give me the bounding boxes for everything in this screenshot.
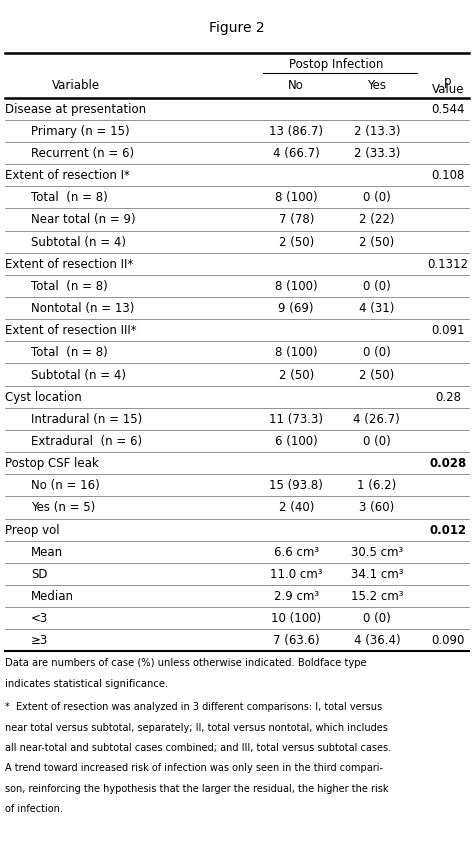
- Text: Disease at presentation: Disease at presentation: [5, 103, 146, 115]
- Text: Extent of resection II*: Extent of resection II*: [5, 258, 133, 271]
- Text: 11.0 cm³: 11.0 cm³: [270, 568, 322, 581]
- Text: 2 (50): 2 (50): [279, 369, 314, 382]
- Text: 6.6 cm³: 6.6 cm³: [273, 545, 319, 559]
- Text: Extent of resection III*: Extent of resection III*: [5, 324, 137, 338]
- Text: 34.1 cm³: 34.1 cm³: [351, 568, 403, 581]
- Text: Cyst location: Cyst location: [5, 391, 82, 404]
- Text: 0.108: 0.108: [431, 170, 465, 182]
- Text: Total  (n = 8): Total (n = 8): [31, 192, 108, 204]
- Text: 13 (86.7): 13 (86.7): [269, 125, 323, 138]
- Text: Postop CSF leak: Postop CSF leak: [5, 457, 99, 470]
- Text: 30.5 cm³: 30.5 cm³: [351, 545, 403, 559]
- Text: SD: SD: [31, 568, 47, 581]
- Text: Median: Median: [31, 590, 74, 603]
- Text: Mean: Mean: [31, 545, 63, 559]
- Text: Figure 2: Figure 2: [209, 21, 265, 36]
- Text: A trend toward increased risk of infection was only seen in the third compari-: A trend toward increased risk of infecti…: [5, 763, 383, 773]
- Text: 11 (73.3): 11 (73.3): [269, 413, 323, 426]
- Text: 0 (0): 0 (0): [363, 612, 391, 625]
- Text: Primary (n = 15): Primary (n = 15): [31, 125, 129, 138]
- Text: near total versus subtotal, separately; II, total versus nontotal, which include: near total versus subtotal, separately; …: [5, 722, 388, 733]
- Text: 6 (100): 6 (100): [275, 435, 318, 448]
- Text: 9 (69): 9 (69): [279, 302, 314, 315]
- Text: 0.28: 0.28: [435, 391, 461, 404]
- Text: Total  (n = 8): Total (n = 8): [31, 280, 108, 293]
- Text: Preop vol: Preop vol: [5, 523, 59, 537]
- Text: Postop Infection: Postop Infection: [289, 58, 384, 71]
- Text: 4 (36.4): 4 (36.4): [354, 634, 400, 647]
- Text: 2 (22): 2 (22): [359, 214, 394, 226]
- Text: Extent of resection I*: Extent of resection I*: [5, 170, 129, 182]
- Text: Intradural (n = 15): Intradural (n = 15): [31, 413, 142, 426]
- Text: 2 (50): 2 (50): [359, 369, 394, 382]
- Text: Subtotal (n = 4): Subtotal (n = 4): [31, 236, 126, 248]
- Text: 1 (6.2): 1 (6.2): [357, 479, 396, 492]
- Text: Near total (n = 9): Near total (n = 9): [31, 214, 136, 226]
- Text: 8 (100): 8 (100): [275, 346, 318, 360]
- Text: all near-total and subtotal cases combined; and III, total versus subtotal cases: all near-total and subtotal cases combin…: [5, 743, 391, 753]
- Text: p: p: [444, 75, 452, 88]
- Text: Yes (n = 5): Yes (n = 5): [31, 501, 95, 515]
- Text: No (n = 16): No (n = 16): [31, 479, 100, 492]
- Text: 0.028: 0.028: [429, 457, 466, 470]
- Text: 0 (0): 0 (0): [363, 346, 391, 360]
- Text: 2 (40): 2 (40): [279, 501, 314, 515]
- Text: Value: Value: [432, 83, 464, 96]
- Text: 0.012: 0.012: [429, 523, 466, 537]
- Text: 2 (50): 2 (50): [279, 236, 314, 248]
- Text: Recurrent (n = 6): Recurrent (n = 6): [31, 147, 134, 160]
- Text: 2 (33.3): 2 (33.3): [354, 147, 400, 160]
- Text: ≥3: ≥3: [31, 634, 48, 647]
- Text: 0.091: 0.091: [431, 324, 465, 338]
- Text: Data are numbers of case (%) unless otherwise indicated. Boldface type: Data are numbers of case (%) unless othe…: [5, 658, 366, 668]
- Text: of infection.: of infection.: [5, 804, 63, 814]
- Text: 15 (93.8): 15 (93.8): [269, 479, 323, 492]
- Text: son, reinforcing the hypothesis that the larger the residual, the higher the ris: son, reinforcing the hypothesis that the…: [5, 784, 388, 794]
- Text: 7 (63.6): 7 (63.6): [273, 634, 319, 647]
- Text: 4 (31): 4 (31): [359, 302, 394, 315]
- Text: Variable: Variable: [52, 79, 100, 92]
- Text: 8 (100): 8 (100): [275, 280, 318, 293]
- Text: 8 (100): 8 (100): [275, 192, 318, 204]
- Text: Total  (n = 8): Total (n = 8): [31, 346, 108, 360]
- Text: 0.090: 0.090: [431, 634, 465, 647]
- Text: 4 (26.7): 4 (26.7): [354, 413, 400, 426]
- Text: 3 (60): 3 (60): [359, 501, 394, 515]
- Text: No: No: [288, 79, 304, 92]
- Text: Yes: Yes: [367, 79, 386, 92]
- Text: Subtotal (n = 4): Subtotal (n = 4): [31, 369, 126, 382]
- Text: 0.1312: 0.1312: [428, 258, 468, 271]
- Text: 15.2 cm³: 15.2 cm³: [351, 590, 403, 603]
- Text: 0 (0): 0 (0): [363, 280, 391, 293]
- Text: <3: <3: [31, 612, 48, 625]
- Text: 2 (13.3): 2 (13.3): [354, 125, 400, 138]
- Text: Extradural  (n = 6): Extradural (n = 6): [31, 435, 142, 448]
- Text: Nontotal (n = 13): Nontotal (n = 13): [31, 302, 134, 315]
- Text: 0 (0): 0 (0): [363, 192, 391, 204]
- Text: 7 (78): 7 (78): [279, 214, 314, 226]
- Text: 0 (0): 0 (0): [363, 435, 391, 448]
- Text: 2.9 cm³: 2.9 cm³: [273, 590, 319, 603]
- Text: 10 (100): 10 (100): [271, 612, 321, 625]
- Text: 4 (66.7): 4 (66.7): [273, 147, 319, 160]
- Text: indicates statistical significance.: indicates statistical significance.: [5, 678, 168, 689]
- Text: 0.544: 0.544: [431, 103, 465, 115]
- Text: 2 (50): 2 (50): [359, 236, 394, 248]
- Text: *  Extent of resection was analyzed in 3 different comparisons: I, total versus: * Extent of resection was analyzed in 3 …: [5, 702, 382, 712]
